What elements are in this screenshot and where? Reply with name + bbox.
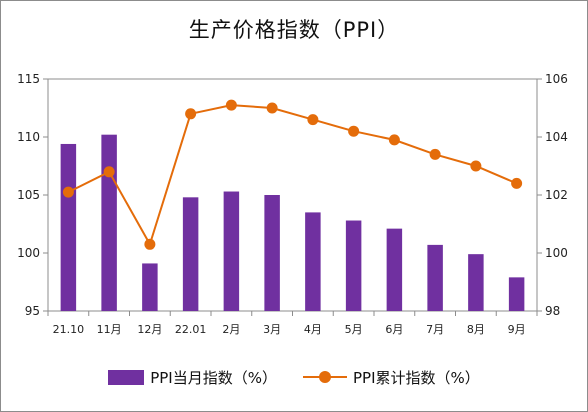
bar — [386, 228, 403, 311]
legend-line-swatch — [303, 369, 347, 385]
line-point — [144, 238, 156, 250]
x-tick-label: 8月 — [467, 323, 485, 336]
legend-label-bar-series: PPI当月指数（%） — [150, 368, 277, 387]
x-tick-label: 7月 — [426, 323, 444, 336]
x-tick-label: 21.10 — [53, 323, 85, 336]
y-right-tick-label: 106 — [545, 72, 568, 86]
bar — [182, 197, 199, 311]
x-tick-label: 4月 — [304, 323, 322, 336]
line-point — [470, 160, 482, 172]
bar — [60, 143, 77, 311]
y-right-tick-label: 104 — [545, 130, 568, 144]
x-tick-label: 9月 — [508, 323, 526, 336]
y-right-tick-label: 102 — [545, 188, 568, 202]
chart-title: 生产价格指数（PPI） — [188, 18, 400, 42]
x-tick-label: 5月 — [345, 323, 363, 336]
y-left-tick-label: 110 — [17, 130, 40, 144]
line-point — [307, 114, 319, 126]
line-point — [266, 102, 278, 114]
legend-item-line-series: PPI累计指数（%） — [303, 367, 480, 388]
y-left-tick-label: 115 — [17, 72, 40, 86]
legend-bar-swatch — [108, 369, 145, 385]
bar — [345, 220, 362, 311]
x-tick-label: 12月 — [137, 323, 162, 336]
line-point — [103, 166, 115, 178]
legend: PPI当月指数（%） PPI累计指数（%） — [0, 364, 588, 390]
y-left-tick-label: 95 — [25, 304, 40, 318]
y-left-tick-label: 100 — [17, 246, 40, 260]
x-tick-label: 3月 — [263, 323, 281, 336]
line-point — [429, 148, 441, 160]
line-point — [62, 186, 74, 198]
bar — [264, 195, 280, 311]
x-tick-label: 11月 — [97, 323, 122, 336]
bar — [427, 244, 443, 311]
line-point — [511, 177, 523, 189]
legend-label-line-series: PPI累计指数（%） — [353, 368, 480, 387]
line-point — [348, 125, 360, 137]
y-left-tick-label: 105 — [17, 188, 40, 202]
line-point — [225, 99, 237, 111]
line-series-path — [67, 104, 518, 247]
y-right-tick-label: 98 — [545, 304, 560, 318]
y-right-tick-label: 100 — [545, 246, 568, 260]
line-point — [185, 108, 197, 120]
legend-item-bar-series: PPI当月指数（%） — [108, 367, 277, 388]
line-point — [388, 134, 400, 146]
x-tick-label: 2月 — [222, 323, 240, 336]
bar — [305, 212, 321, 311]
x-tick-label: 6月 — [385, 323, 403, 336]
bar — [223, 191, 240, 311]
bar — [101, 134, 117, 311]
bar — [142, 263, 158, 311]
bar — [508, 277, 525, 311]
x-tick-label: 22.01 — [175, 323, 207, 336]
bar — [468, 254, 484, 311]
